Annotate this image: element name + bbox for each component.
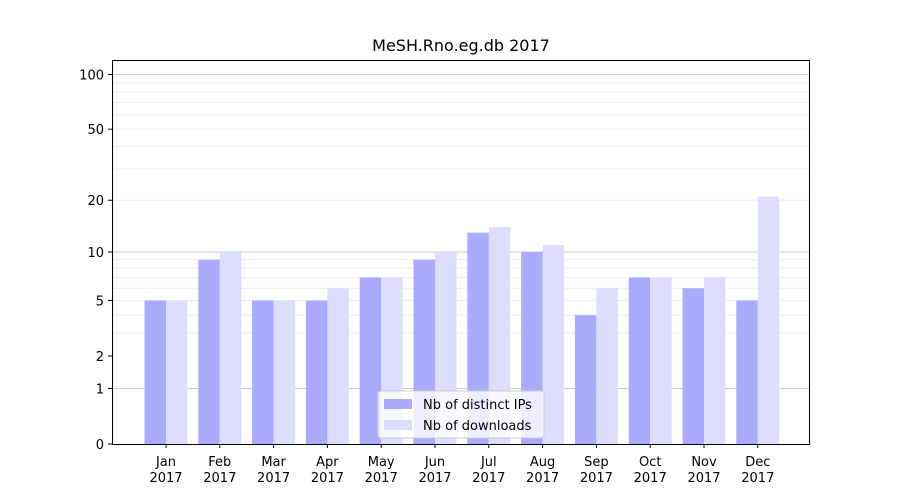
y-tick-label: 50: [87, 123, 104, 138]
bar-ips: [252, 300, 274, 444]
x-tick-label: Aug 2017: [526, 455, 559, 486]
x-tick-label: Dec 2017: [741, 455, 774, 486]
bar-downloads: [757, 196, 780, 444]
chart-title: MeSH.Rno.eg.db 2017: [372, 36, 550, 55]
y-tick-label: 100: [79, 68, 104, 83]
legend-swatch: [384, 399, 412, 409]
x-tick-label: Apr 2017: [311, 455, 344, 486]
bar-ips: [144, 300, 166, 444]
y-tick-label: 20: [87, 194, 104, 209]
x-tick-label: Nov 2017: [687, 455, 720, 486]
bar-downloads: [650, 277, 672, 444]
plot-frame: [112, 60, 810, 445]
bar-downloads: [273, 300, 296, 444]
x-tick-label: Oct 2017: [634, 455, 667, 486]
x-tick-label: Jul 2017: [472, 455, 505, 486]
x-tick-label: Feb 2017: [203, 455, 236, 486]
bar-downloads: [219, 252, 242, 444]
x-tick-label: Mar 2017: [257, 455, 290, 486]
bar-ips: [359, 277, 382, 444]
bar-ips: [736, 300, 758, 444]
bar-downloads: [327, 288, 349, 444]
bar-ips: [682, 288, 704, 444]
bar-downloads: [542, 245, 565, 444]
legend-label: Nb of downloads: [423, 419, 532, 434]
legend: Nb of distinct IPs Nb of downloads: [377, 390, 545, 439]
bar-ips: [574, 315, 597, 444]
x-tick-label: Jan 2017: [149, 455, 182, 486]
y-tick-label: 1: [96, 382, 104, 397]
x-tick-label: Sep 2017: [580, 455, 613, 486]
legend-swatch: [384, 420, 412, 430]
y-axis: 0 1 2 5 10 20 50 100: [79, 68, 112, 453]
x-tick-label: May 2017: [365, 455, 398, 486]
bar-downloads: [596, 288, 618, 444]
y-tick-label: 2: [96, 350, 104, 365]
bars: [144, 196, 780, 444]
x-axis: Jan 2017 Feb 2017 Mar 2017 Apr 2017 May 2017 Jun 20…: [149, 444, 774, 486]
y-tick-label: 5: [96, 295, 104, 310]
legend-box: [377, 390, 545, 439]
y-tick-label: 0: [96, 438, 104, 453]
bar-downloads: [166, 300, 188, 444]
bar-downloads: [704, 277, 726, 444]
x-tick-label: Jun 2017: [418, 455, 451, 486]
legend-label: Nb of distinct IPs: [423, 398, 532, 413]
bar-ips: [305, 300, 328, 444]
bar-ips: [628, 277, 651, 444]
bar-ips: [198, 259, 220, 444]
bar-downloads: [488, 227, 511, 444]
y-tick-label: 10: [87, 246, 104, 261]
